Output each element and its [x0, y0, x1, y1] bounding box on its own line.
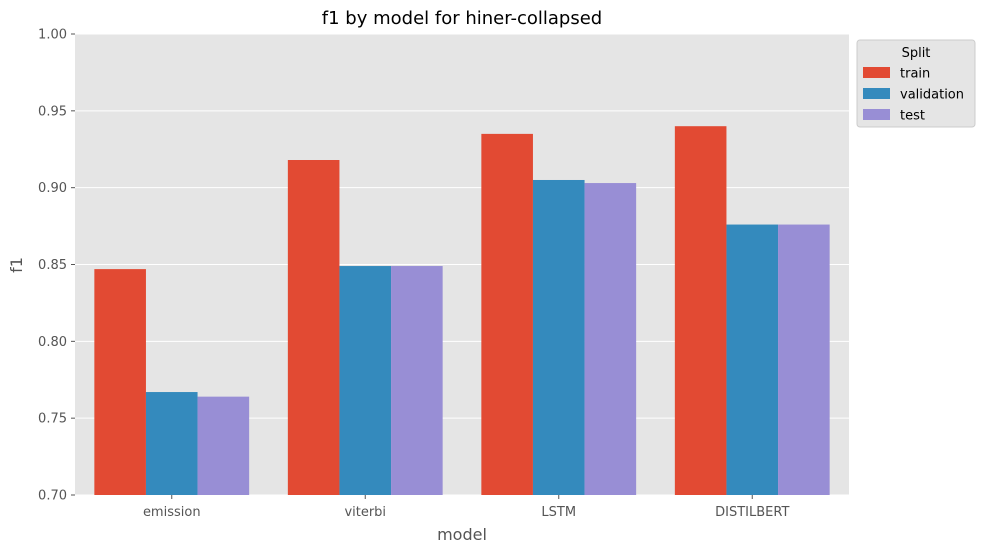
bar-test-DISTILBERT: [778, 224, 830, 495]
bars: [94, 126, 830, 496]
y-tick-label: 0.80: [38, 335, 67, 350]
legend-label-validation: validation: [900, 88, 964, 103]
y-tick-label: 0.85: [38, 258, 67, 273]
bar-validation-emission: [145, 392, 198, 495]
y-axis-label: f1: [7, 257, 26, 273]
bar-train-DISTILBERT: [674, 126, 727, 495]
legend-swatch-test: [863, 109, 890, 120]
bar-validation-DISTILBERT: [726, 224, 779, 495]
bar-test-viterbi: [391, 266, 443, 495]
x-tick-label: LSTM: [541, 505, 576, 520]
legend-label-test: test: [900, 109, 925, 124]
bar-validation-LSTM: [532, 179, 585, 495]
bar-train-viterbi: [287, 160, 340, 496]
legend-title: Split: [902, 46, 931, 61]
legend: Split train validation test: [856, 39, 976, 128]
legend-label-train: train: [900, 67, 930, 82]
bar-test-LSTM: [584, 183, 637, 495]
bar-test-emission: [197, 396, 250, 495]
y-axis-ticks: 0.70 0.75 0.80 0.85 0.90 0.95 1.00: [38, 28, 75, 504]
y-tick-label: 0.95: [38, 104, 67, 119]
bar-train-LSTM: [481, 133, 533, 495]
x-axis-label: model: [437, 525, 487, 544]
chart-title: f1 by model for hiner-collapsed: [322, 8, 602, 29]
x-axis-ticks: emission viterbi LSTM DISTILBERT: [143, 495, 789, 520]
x-tick-label: emission: [143, 505, 201, 520]
y-tick-label: 0.70: [38, 489, 67, 504]
legend-swatch-train: [863, 67, 890, 78]
x-tick-label: viterbi: [344, 505, 386, 520]
bar-train-emission: [94, 269, 146, 495]
x-tick-label: DISTILBERT: [715, 505, 789, 520]
legend-swatch-validation: [863, 88, 890, 99]
y-tick-label: 1.00: [38, 28, 67, 43]
bar-validation-viterbi: [339, 266, 392, 495]
legend-box: [856, 39, 976, 128]
y-tick-label: 0.75: [38, 412, 67, 427]
y-tick-label: 0.90: [38, 181, 67, 196]
